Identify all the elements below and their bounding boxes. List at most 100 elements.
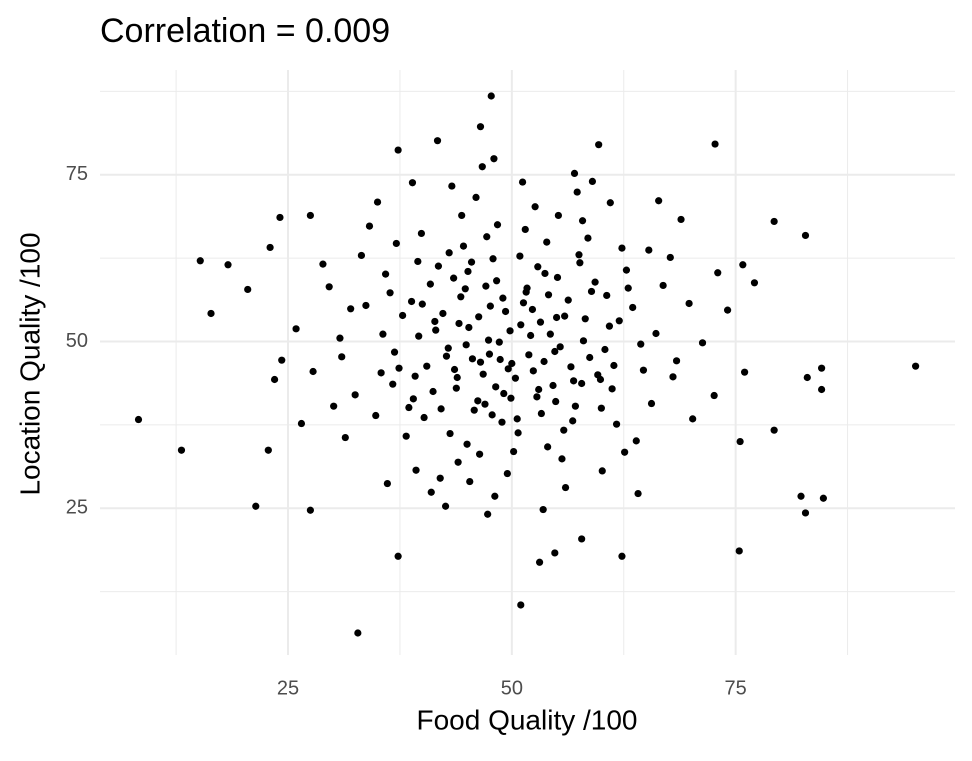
point bbox=[442, 352, 451, 360]
point bbox=[541, 269, 549, 278]
point bbox=[306, 211, 314, 220]
point bbox=[408, 179, 417, 187]
point bbox=[560, 426, 568, 434]
point bbox=[533, 393, 541, 401]
point bbox=[461, 285, 469, 293]
y-tick-label: 50 bbox=[66, 330, 88, 352]
point bbox=[420, 413, 428, 422]
point bbox=[534, 263, 542, 271]
point bbox=[487, 92, 495, 100]
x-axis-label: Food Quality /100 bbox=[416, 704, 637, 735]
point bbox=[450, 365, 459, 374]
x-tick-label: 25 bbox=[277, 677, 299, 699]
point bbox=[581, 315, 589, 323]
point bbox=[556, 343, 564, 351]
point bbox=[797, 492, 805, 500]
point bbox=[912, 362, 920, 370]
point bbox=[462, 341, 470, 349]
point bbox=[427, 488, 435, 496]
point bbox=[484, 510, 492, 518]
point bbox=[723, 306, 732, 314]
point bbox=[750, 279, 759, 287]
point bbox=[196, 257, 204, 265]
point bbox=[467, 258, 476, 266]
point bbox=[444, 344, 452, 352]
point bbox=[381, 270, 390, 278]
point bbox=[549, 381, 557, 390]
point bbox=[491, 492, 499, 500]
point bbox=[634, 489, 642, 498]
point bbox=[818, 364, 826, 372]
point bbox=[554, 211, 562, 220]
point bbox=[455, 319, 463, 328]
point bbox=[605, 322, 614, 330]
point bbox=[567, 363, 575, 371]
point bbox=[412, 466, 420, 474]
point bbox=[362, 301, 370, 310]
point bbox=[357, 251, 366, 260]
point bbox=[517, 601, 525, 609]
point bbox=[714, 269, 722, 277]
point bbox=[264, 446, 272, 454]
point bbox=[655, 197, 663, 205]
point bbox=[508, 359, 516, 368]
point bbox=[770, 217, 778, 226]
point bbox=[405, 403, 413, 412]
point bbox=[439, 309, 447, 318]
point bbox=[493, 221, 502, 229]
point bbox=[490, 155, 498, 163]
point bbox=[417, 229, 426, 238]
point bbox=[476, 358, 485, 366]
point bbox=[429, 387, 437, 396]
point bbox=[601, 345, 609, 354]
point bbox=[513, 415, 521, 423]
point bbox=[818, 385, 826, 394]
point bbox=[514, 429, 522, 437]
point bbox=[632, 437, 640, 445]
point bbox=[394, 552, 402, 560]
chart-title: Correlation = 0.009 bbox=[100, 12, 390, 50]
point bbox=[498, 418, 506, 426]
point bbox=[543, 238, 551, 246]
point bbox=[539, 505, 547, 514]
point bbox=[407, 297, 416, 306]
point bbox=[278, 356, 286, 364]
point bbox=[177, 446, 186, 454]
point bbox=[504, 365, 512, 373]
point bbox=[454, 458, 462, 466]
point bbox=[535, 385, 543, 394]
point bbox=[570, 377, 578, 385]
point bbox=[476, 123, 485, 131]
point bbox=[475, 313, 483, 321]
point bbox=[450, 274, 458, 282]
point bbox=[134, 415, 143, 424]
point bbox=[561, 483, 570, 492]
point bbox=[629, 303, 637, 312]
point bbox=[501, 307, 510, 316]
y-axis-label: Location Quality /100 bbox=[14, 232, 45, 495]
point bbox=[621, 448, 629, 456]
point bbox=[292, 325, 300, 333]
point bbox=[503, 469, 511, 478]
point bbox=[463, 440, 471, 448]
point bbox=[516, 252, 524, 260]
point bbox=[521, 225, 529, 234]
point bbox=[431, 317, 439, 326]
point bbox=[474, 397, 482, 405]
point bbox=[576, 259, 584, 267]
point bbox=[518, 178, 527, 186]
point bbox=[510, 447, 518, 456]
point bbox=[453, 373, 461, 382]
point bbox=[496, 355, 504, 364]
point bbox=[618, 244, 626, 252]
point bbox=[669, 373, 677, 381]
point bbox=[561, 312, 569, 320]
point bbox=[573, 188, 581, 196]
point bbox=[297, 419, 306, 428]
point bbox=[465, 323, 473, 332]
point bbox=[801, 231, 810, 240]
point bbox=[578, 379, 586, 388]
point bbox=[525, 351, 533, 359]
y-tick-label: 75 bbox=[66, 163, 88, 185]
point bbox=[411, 372, 419, 380]
